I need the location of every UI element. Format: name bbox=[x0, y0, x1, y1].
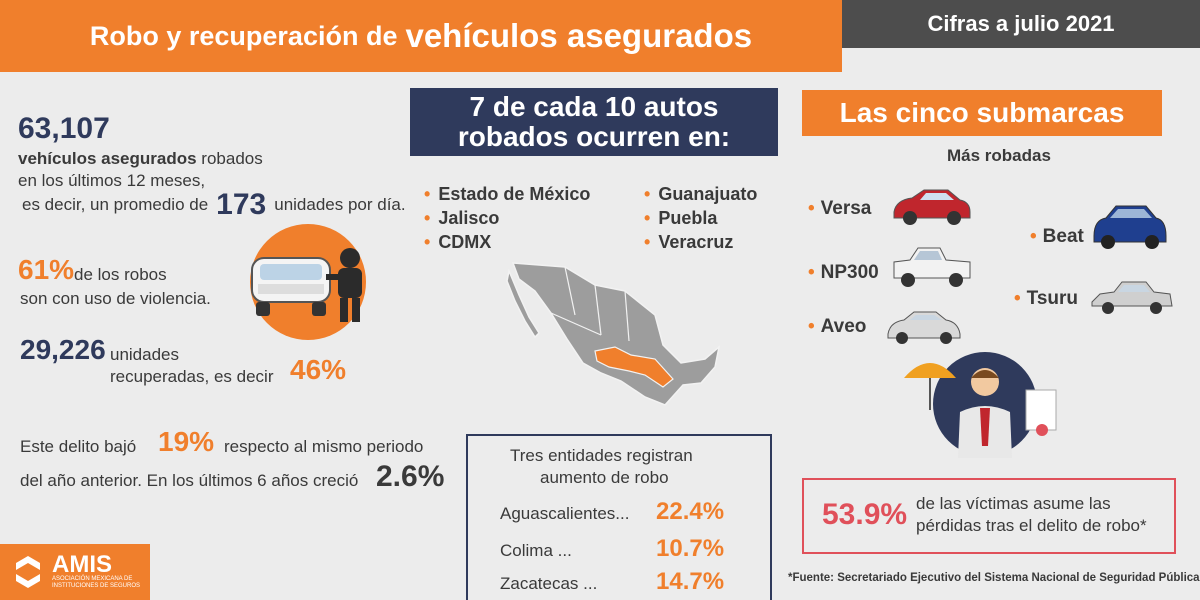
increase-title1: Tres entidades registran bbox=[510, 446, 693, 465]
violence-desc2: son con uso de violencia. bbox=[20, 289, 211, 308]
car-np300-icon bbox=[893, 247, 971, 287]
mexico-map bbox=[506, 262, 721, 406]
growth-pct: 2.6% bbox=[376, 460, 445, 493]
bullet-icon: • bbox=[1014, 288, 1021, 309]
decrease-text1: Este delito bajó bbox=[20, 437, 137, 456]
car-label-np300: • NP300 bbox=[808, 262, 879, 283]
car-beat-icon bbox=[1093, 205, 1167, 249]
list-item: • Veracruz bbox=[644, 232, 734, 252]
daily-average: es decir, un promedio de 173 unidades po… bbox=[22, 188, 406, 221]
car-label-aveo: • Aveo bbox=[808, 316, 867, 337]
daily-suffix: unidades por día. bbox=[274, 195, 406, 214]
table-row: Zacatecas ... 14.7% bbox=[500, 568, 724, 596]
increase-title2: aumento de robo bbox=[540, 468, 669, 487]
list-item: • Estado de México bbox=[424, 184, 591, 204]
title-part1: Robo y recuperación de bbox=[89, 20, 398, 51]
states-heading: 7 de cada 10 autos robados ocurren en: bbox=[410, 88, 778, 156]
car-versa-icon bbox=[893, 189, 971, 225]
bullet-icon: • bbox=[808, 262, 815, 283]
brands-subtitle: Más robadas bbox=[947, 146, 1051, 165]
state-name: Zacatecas ... bbox=[500, 574, 598, 593]
table-row: Colima ... 10.7% bbox=[500, 535, 724, 563]
car-body bbox=[893, 247, 971, 279]
decrease-pct: 19% bbox=[158, 426, 215, 457]
car-aveo-icon bbox=[887, 311, 961, 344]
car-body bbox=[887, 311, 961, 339]
amis-logo: AMIS ASOCIACIÓN MEXICANA DE INSTITUCIONE… bbox=[0, 544, 150, 600]
car-tsuru-icon bbox=[1091, 281, 1173, 314]
states-heading-line2: robados ocurren en: bbox=[457, 121, 731, 152]
victims-pct: 53.9% bbox=[822, 498, 908, 531]
violence-desc1: de los robos bbox=[74, 265, 167, 284]
victims-box bbox=[802, 478, 1176, 554]
decrease-text3: del año anterior. En los últimos 6 años … bbox=[20, 471, 359, 490]
victims-desc1: de las víctimas asume las bbox=[916, 494, 1111, 513]
list-item: • CDMX bbox=[424, 232, 492, 252]
states-heading-line1: 7 de cada 10 autos bbox=[469, 91, 719, 122]
list-item: • Jalisco bbox=[424, 208, 500, 228]
stolen-desc-rest: robados bbox=[196, 149, 263, 168]
table-row: Aguascalientes... 22.4% bbox=[500, 498, 724, 526]
increase-box bbox=[466, 434, 772, 600]
amis-brand: AMIS bbox=[52, 551, 112, 578]
state-name: Aguascalientes... bbox=[500, 504, 630, 523]
stolen-description: vehículos asegurados robados en los últi… bbox=[18, 148, 263, 192]
state-increase: 14.7% bbox=[656, 568, 725, 595]
insurance-person-illustration bbox=[904, 352, 1057, 458]
car-label-versa: • Versa bbox=[808, 198, 872, 219]
amis-logo-icon bbox=[16, 556, 40, 588]
states-list-1: • Estado de México • Jalisco • CDMX bbox=[424, 182, 590, 254]
bullet-icon: • bbox=[644, 208, 651, 228]
car-label-tsuru: • Tsuru bbox=[1014, 288, 1079, 309]
brands-heading: Las cinco submarcas bbox=[802, 90, 1162, 136]
daily-number: 173 bbox=[216, 188, 267, 221]
title-part2: vehículos asegurados bbox=[405, 17, 753, 54]
violence-pct: 61% bbox=[18, 254, 75, 285]
victims-desc2: pérdidas tras el delito de robo* bbox=[916, 516, 1147, 535]
decrease-text2: respecto al mismo periodo bbox=[224, 437, 424, 456]
stolen-desc-line2: en los últimos 12 meses, bbox=[18, 171, 206, 190]
daily-prefix: es decir, un promedio de bbox=[22, 195, 209, 214]
robbery-illustration bbox=[250, 224, 366, 340]
recovered-pct: 46% bbox=[290, 354, 347, 385]
bullet-icon: • bbox=[808, 316, 815, 337]
bullet-icon: • bbox=[644, 232, 651, 252]
state-increase: 10.7% bbox=[656, 535, 725, 562]
state-name: Colima ... bbox=[500, 541, 572, 560]
recovered-desc2: recuperadas, es decir bbox=[110, 367, 274, 386]
stolen-total: 63,107 bbox=[18, 112, 110, 145]
state-increase: 22.4% bbox=[656, 498, 725, 525]
bullet-icon: • bbox=[808, 198, 815, 219]
bullet-icon: • bbox=[424, 208, 431, 228]
bullet-icon: • bbox=[1030, 226, 1037, 247]
page-title: Robo y recuperación de vehículos asegura… bbox=[0, 0, 842, 72]
bullet-icon: • bbox=[644, 184, 651, 204]
bullet-icon: • bbox=[424, 232, 431, 252]
date-label: Cifras a julio 2021 bbox=[927, 11, 1115, 36]
amis-tagline: ASOCIACIÓN MEXICANA DE INSTITUCIONES DE … bbox=[52, 576, 141, 589]
car-body bbox=[893, 189, 971, 219]
list-item: • Guanajuato bbox=[644, 184, 758, 204]
car-body bbox=[1091, 281, 1173, 307]
brands-heading-text: Las cinco submarcas bbox=[839, 97, 1125, 128]
recovered-desc1: unidades bbox=[110, 345, 180, 364]
list-item: • Puebla bbox=[644, 208, 718, 228]
recovered-number: 29,226 bbox=[20, 334, 106, 365]
source-note: *Fuente: Secretariado Ejecutivo del Sist… bbox=[788, 572, 1200, 584]
stolen-desc-bold: vehículos asegurados bbox=[18, 149, 197, 168]
states-list-2: • Guanajuato • Puebla • Veracruz bbox=[644, 182, 757, 254]
car-label-beat: • Beat bbox=[1030, 226, 1084, 247]
date-banner: Cifras a julio 2021 bbox=[842, 0, 1200, 48]
bullet-icon: • bbox=[424, 184, 431, 204]
